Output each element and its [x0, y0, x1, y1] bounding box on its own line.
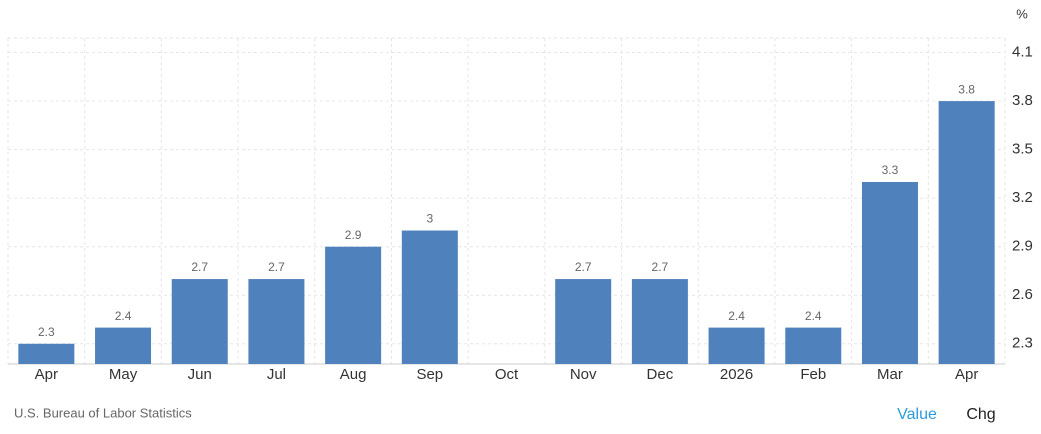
x-tick-label: Dec — [647, 366, 674, 383]
x-tick-label: May — [109, 366, 138, 383]
x-tick-label: Sep — [416, 366, 443, 383]
bar — [325, 246, 382, 364]
bar — [18, 343, 75, 364]
value-label: 2.7 — [575, 260, 592, 274]
bar — [248, 279, 305, 364]
value-label: 3.8 — [958, 82, 975, 96]
chg-button[interactable]: Chg — [966, 406, 995, 423]
value-label: 2.7 — [191, 260, 208, 274]
value-label: 2.4 — [115, 309, 132, 323]
x-tick-label: Aug — [340, 366, 367, 383]
y-tick-label: 3.2 — [1012, 189, 1033, 206]
bar — [785, 327, 842, 364]
bar — [861, 181, 918, 364]
x-tick-label: Feb — [800, 366, 826, 383]
value-label: 2.4 — [728, 309, 745, 323]
y-tick-label: 3.5 — [1012, 141, 1033, 158]
bar — [171, 279, 228, 364]
x-tick-label: Apr — [35, 366, 58, 383]
value-label: 2.3 — [38, 325, 55, 339]
y-tick-label: 2.9 — [1012, 238, 1033, 255]
value-button[interactable]: Value — [897, 406, 937, 423]
y-tick-label: 4.1 — [1012, 44, 1033, 61]
x-tick-label: Nov — [570, 366, 597, 383]
x-tick-label: 2026 — [720, 366, 753, 383]
value-label: 2.9 — [345, 228, 362, 242]
x-tick-label: Jun — [188, 366, 212, 383]
value-label: 2.7 — [652, 260, 669, 274]
value-label: 3.3 — [882, 163, 899, 177]
x-tick-label: Apr — [955, 366, 978, 383]
bar — [95, 327, 152, 364]
bar — [708, 327, 765, 364]
y-tick-label: 3.8 — [1012, 92, 1033, 109]
y-tick-label: 2.3 — [1012, 335, 1033, 352]
bar — [938, 101, 995, 364]
value-label: 3 — [426, 212, 433, 226]
y-tick-label: 2.6 — [1012, 286, 1033, 303]
x-tick-label: Oct — [495, 366, 519, 383]
x-tick-label: Mar — [877, 366, 903, 383]
unit-label: % — [1016, 6, 1028, 21]
bar — [555, 279, 612, 364]
x-tick-label: Jul — [267, 366, 286, 383]
bar — [631, 279, 688, 364]
value-label: 2.7 — [268, 260, 285, 274]
value-label: 2.4 — [805, 309, 822, 323]
source: U.S. Bureau of Labor Statistics — [14, 405, 192, 420]
bar — [401, 230, 458, 364]
